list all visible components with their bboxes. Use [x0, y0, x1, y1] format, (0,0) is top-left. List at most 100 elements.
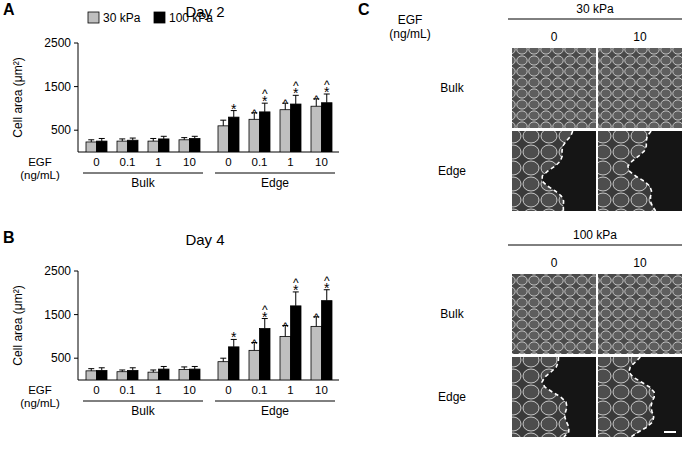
x-tick-label: 0.1	[252, 384, 268, 396]
bar	[97, 141, 108, 152]
error-stem	[223, 358, 224, 361]
plot-area	[86, 290, 332, 380]
x-tick-label: 1	[155, 384, 161, 396]
stiffness-label: 100 kPa	[573, 228, 617, 242]
scale-bar	[664, 431, 676, 433]
bar	[117, 141, 128, 152]
significance-mark: ^	[313, 93, 319, 107]
y-tick-label: 500	[51, 351, 71, 365]
group-line	[83, 173, 203, 174]
x-tick-label: 10	[183, 384, 196, 396]
chart: ADay 230 kPa100 kPaCell area (μm²)500150…	[3, 1, 339, 190]
cell-sheet	[598, 131, 656, 211]
legend-label: 100 kPa	[169, 11, 213, 25]
error-bar	[150, 138, 156, 141]
panel-label: A	[3, 1, 15, 18]
cell-sheet	[512, 357, 569, 437]
error-cap	[192, 366, 198, 367]
legend-label: 30 kPa	[103, 11, 141, 25]
error-bar	[181, 138, 187, 140]
x-tick-label: 0	[225, 156, 231, 168]
error-cap	[150, 138, 156, 139]
edge-line	[542, 357, 569, 437]
y-tick-label: 500	[51, 123, 71, 137]
y-tick-label: 1500	[44, 80, 71, 94]
edge-line	[628, 131, 656, 211]
significance-mark: *	[324, 280, 330, 296]
plot-area	[86, 94, 332, 152]
y-axis	[78, 43, 79, 152]
significance-mark: *	[324, 84, 330, 100]
x-axis-label: (ng/mL)	[20, 169, 60, 181]
bar	[280, 110, 291, 152]
x-tick-label: 10	[315, 384, 328, 396]
group-line	[83, 401, 203, 402]
error-bar	[161, 136, 167, 139]
error-cap	[181, 366, 187, 367]
group-label: Bulk	[131, 176, 155, 190]
y-axis-label: Cell area (μm²)	[11, 285, 25, 365]
x-axis-label: (ng/mL)	[20, 397, 60, 409]
y-tick	[74, 130, 78, 131]
x-tick-label: 0.1	[120, 156, 136, 168]
bar	[280, 336, 291, 380]
image-bg	[512, 357, 596, 437]
error-bar	[192, 366, 198, 369]
egf-label: (ng/mL)	[389, 27, 430, 41]
error-bar	[220, 120, 226, 126]
bar	[311, 326, 322, 380]
bar	[86, 371, 97, 380]
error-cap	[130, 367, 136, 368]
x-tick-label: 0	[225, 384, 231, 396]
x-tick-label: 0	[93, 384, 99, 396]
bar	[218, 362, 229, 380]
row-label: Bulk	[440, 81, 464, 95]
bar	[249, 350, 260, 380]
error-cap	[161, 136, 167, 137]
error-cap	[88, 139, 94, 140]
bar	[86, 142, 97, 152]
significance-mark: *	[262, 309, 268, 325]
error-bar	[192, 136, 198, 138]
bar	[179, 370, 190, 380]
stiffness-label: 30 kPa	[576, 2, 614, 16]
error-cap	[220, 358, 226, 359]
header-line	[508, 19, 682, 20]
bar	[128, 140, 139, 152]
bar	[260, 112, 271, 152]
micrograph	[598, 357, 682, 437]
bar	[190, 369, 201, 380]
bar	[291, 306, 302, 380]
group-line	[215, 401, 335, 402]
significance-mark: ^	[282, 320, 288, 334]
bar	[218, 126, 229, 152]
error-bar	[119, 139, 125, 141]
row-label: Edge	[438, 164, 466, 178]
chart: BDay 4Cell area (μm²)50015002500^^^*^*^*…	[3, 229, 339, 418]
x-tick-label: 10	[183, 156, 196, 168]
y-tick-label: 2500	[44, 264, 71, 278]
bar	[128, 370, 139, 380]
panel-label: B	[3, 229, 15, 246]
error-bar	[220, 358, 226, 361]
error-cap	[150, 369, 156, 370]
bar	[322, 301, 333, 380]
micrograph	[512, 131, 596, 211]
significance-mark: ^	[313, 311, 319, 325]
significance-mark: *	[262, 93, 268, 109]
column-label: 0	[551, 256, 558, 270]
column-label: 10	[633, 30, 647, 44]
significance-mark: *	[293, 85, 299, 101]
legend-swatch	[154, 12, 165, 23]
significance-mark: *	[231, 329, 237, 345]
group-label: Edge	[261, 404, 289, 418]
bar	[179, 140, 190, 152]
y-tick	[74, 86, 78, 87]
bar	[229, 117, 240, 152]
error-cap	[88, 368, 94, 369]
significance-mark: ^	[282, 97, 288, 111]
micrograph	[512, 274, 596, 354]
micrograph	[598, 274, 682, 354]
figure: ADay 230 kPa100 kPaCell area (μm²)500150…	[0, 0, 685, 451]
bar	[322, 103, 333, 152]
